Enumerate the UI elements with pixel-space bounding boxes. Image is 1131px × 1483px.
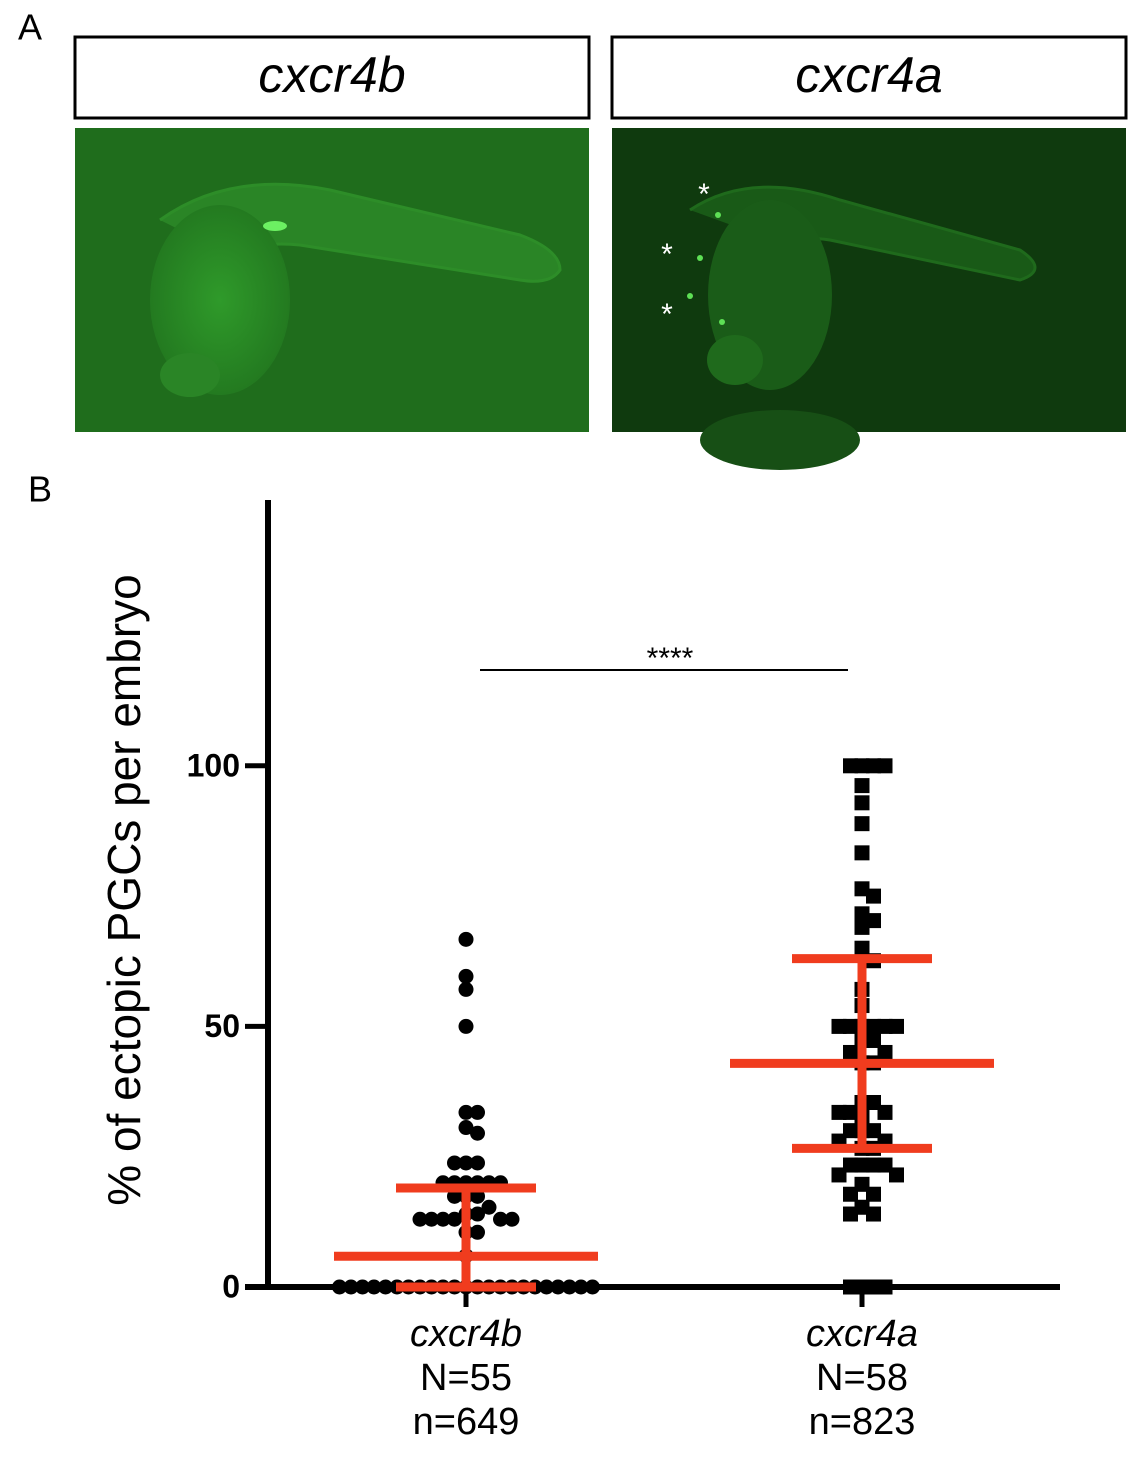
y-tick-label: 0 <box>222 1268 240 1304</box>
data-point <box>854 778 870 794</box>
x-tick-label: cxcr4a <box>806 1313 918 1355</box>
data-point <box>866 1206 881 1222</box>
data-point <box>458 1155 474 1171</box>
asterisk: * <box>698 178 710 211</box>
data-point <box>458 1120 474 1136</box>
data-point <box>854 906 870 922</box>
data-point <box>539 1279 554 1295</box>
data-point <box>470 1188 485 1204</box>
data-point <box>424 1211 439 1227</box>
data-point <box>866 1157 881 1173</box>
asterisk: * <box>661 238 673 271</box>
data-point <box>854 1176 870 1192</box>
data-point <box>866 1279 881 1295</box>
data-point <box>843 1044 858 1060</box>
data-point <box>854 919 870 935</box>
data-point <box>470 1125 485 1141</box>
data-point <box>854 758 870 774</box>
data-point <box>854 881 870 897</box>
data-point <box>470 1104 485 1120</box>
panel-label: B <box>28 469 52 510</box>
y-tick-label: 50 <box>204 1008 240 1044</box>
asterisk: * <box>661 298 673 331</box>
data-point <box>831 1167 847 1183</box>
data-point <box>366 1279 382 1295</box>
data-point <box>866 1123 881 1139</box>
data-point <box>877 1104 893 1120</box>
data-point <box>412 1211 428 1227</box>
data-point <box>866 913 881 929</box>
data-point <box>843 1206 858 1222</box>
data-point <box>877 1018 893 1034</box>
data-point <box>504 1211 520 1227</box>
data-point <box>889 1018 904 1034</box>
micrograph <box>612 128 1126 470</box>
data-point <box>458 931 474 947</box>
data-point <box>458 1104 474 1120</box>
data-point <box>843 1157 858 1173</box>
data-point <box>831 1104 847 1120</box>
data-point <box>843 1104 858 1120</box>
data-point <box>877 1279 893 1295</box>
data-point <box>843 758 858 774</box>
data-point <box>435 1211 451 1227</box>
micrograph <box>75 128 589 432</box>
data-point <box>854 940 870 956</box>
data-point <box>877 1044 893 1060</box>
data-point <box>877 1157 893 1173</box>
data-point <box>378 1279 393 1295</box>
data-point <box>562 1279 577 1295</box>
data-point <box>831 1018 847 1034</box>
data-point <box>470 1224 485 1240</box>
data-point <box>854 1199 870 1215</box>
data-point <box>843 1279 858 1295</box>
data-point <box>573 1279 589 1295</box>
title-box <box>610 35 1128 120</box>
significance-label: **** <box>647 642 694 675</box>
data-point <box>458 981 474 997</box>
group-n-label: N=55 <box>420 1357 512 1399</box>
data-point <box>866 888 881 904</box>
data-point <box>866 1018 881 1034</box>
data-point <box>843 1186 858 1202</box>
data-point <box>447 1211 462 1227</box>
data-point <box>493 1211 508 1227</box>
data-point <box>866 1094 881 1110</box>
data-point <box>866 758 881 774</box>
data-point <box>447 1188 462 1204</box>
data-point <box>866 1186 881 1202</box>
data-point <box>843 1018 858 1034</box>
data-point <box>458 1018 474 1034</box>
data-point <box>481 1199 497 1215</box>
panel-label: A <box>18 7 42 48</box>
data-point <box>854 845 870 861</box>
data-point <box>447 1155 462 1171</box>
y-tick-label: 100 <box>187 747 240 783</box>
x-tick-label: cxcr4b <box>410 1313 522 1355</box>
data-point <box>877 758 893 774</box>
data-point <box>854 816 870 832</box>
group-n-label: N=58 <box>816 1357 908 1399</box>
data-point <box>854 1157 870 1173</box>
group-count-label: n=823 <box>809 1401 916 1443</box>
data-point <box>470 1206 485 1222</box>
data-point <box>355 1279 370 1295</box>
title-box <box>73 35 591 120</box>
group-count-label: n=649 <box>413 1401 520 1443</box>
data-point <box>866 1032 881 1048</box>
data-point <box>332 1279 347 1295</box>
data-point <box>585 1279 600 1295</box>
panel-title: cxcr4a <box>795 47 942 103</box>
data-point <box>343 1279 359 1295</box>
data-point <box>854 795 870 811</box>
data-point <box>889 1167 904 1183</box>
data-point <box>854 1279 870 1295</box>
data-point <box>458 968 474 984</box>
data-point <box>550 1279 566 1295</box>
data-point <box>470 1155 485 1171</box>
panel-title: cxcr4b <box>258 47 405 103</box>
data-point <box>843 1123 858 1139</box>
y-axis-title: % of ectopic PGCs per embryo <box>98 574 150 1205</box>
